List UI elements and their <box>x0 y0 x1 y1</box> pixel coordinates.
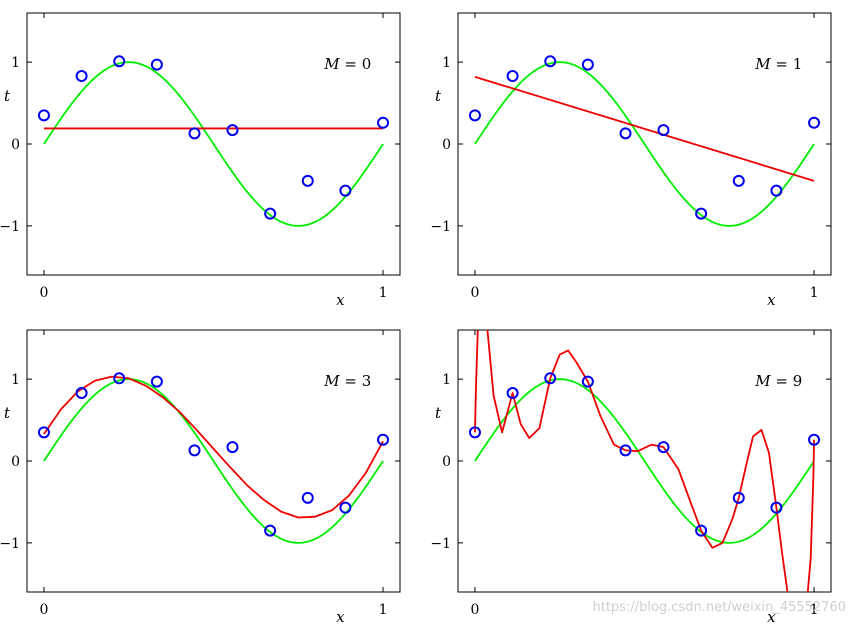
y-axis-label: t <box>435 87 442 105</box>
panel-m1: −1 0 1 0 1 x t M = 1 <box>430 12 832 309</box>
panel-m0: −1 0 1 0 1 x t M = 0 <box>0 12 401 309</box>
x-tick-label: 0 <box>39 285 48 301</box>
true-curve-line <box>474 378 815 544</box>
watermark: https://blog.csdn.net/weixin_45552760 <box>592 600 846 615</box>
plot-area <box>43 61 384 227</box>
data-point <box>770 501 783 514</box>
data-point <box>377 116 390 129</box>
x-tick-label: 1 <box>379 602 388 618</box>
data-point <box>301 174 314 187</box>
data-point <box>150 375 163 388</box>
data-point <box>619 444 632 457</box>
panel-m9: −1 0 1 0 1 x t M = 9 <box>430 329 832 625</box>
data-point <box>188 127 201 140</box>
true-curve-line <box>43 378 384 544</box>
x-tick-label: 1 <box>810 602 819 618</box>
fitted-curve-line <box>43 375 384 519</box>
plot-area <box>474 61 815 227</box>
data-point <box>695 524 708 537</box>
model-order-label: M = 0 <box>323 55 371 73</box>
fitted-curve-line <box>474 330 815 592</box>
data-point <box>695 207 708 220</box>
data-point <box>113 372 126 385</box>
data-point <box>339 501 352 514</box>
data-point <box>150 58 163 71</box>
y-axis-label: t <box>4 404 11 422</box>
x-axis-label: x <box>767 291 776 309</box>
data-point <box>732 174 745 187</box>
x-axis-label: x <box>767 608 776 625</box>
data-point <box>468 109 481 122</box>
data-point <box>506 387 519 400</box>
y-tick-label: 1 <box>442 55 451 71</box>
x-tick-label: 0 <box>470 602 479 618</box>
data-point <box>264 207 277 220</box>
y-tick-label: 1 <box>442 372 451 388</box>
data-point <box>75 70 88 83</box>
y-axis-label: t <box>435 404 442 422</box>
model-order-label: M = 9 <box>754 372 802 390</box>
x-axis-label: x <box>336 291 345 309</box>
data-point <box>113 55 126 68</box>
data-point <box>301 491 314 504</box>
data-point <box>657 441 670 454</box>
data-point <box>468 426 481 439</box>
y-tick-label: −1 <box>0 536 20 552</box>
y-tick-label: 0 <box>11 137 20 153</box>
model-order-label: M = 1 <box>754 55 802 73</box>
true-curve-line <box>474 61 815 227</box>
plot-area <box>474 330 815 592</box>
model-order-label: M = 3 <box>323 372 371 390</box>
data-point <box>732 491 745 504</box>
x-tick-label: 1 <box>379 285 388 301</box>
data-point <box>657 124 670 137</box>
y-tick-label: 0 <box>442 137 451 153</box>
data-point <box>581 58 594 71</box>
data-point <box>264 524 277 537</box>
panel-m3: −1 0 1 0 1 x t M = 3 <box>0 329 401 625</box>
data-point <box>377 433 390 446</box>
data-point <box>37 109 50 122</box>
data-point <box>544 372 557 385</box>
x-axis-label: x <box>336 608 345 625</box>
data-point <box>75 387 88 400</box>
data-point <box>339 184 352 197</box>
y-tick-label: 0 <box>442 454 451 470</box>
x-tick-label: 1 <box>810 285 819 301</box>
data-point <box>188 444 201 457</box>
x-tick-label: 0 <box>39 602 48 618</box>
y-tick-label: −1 <box>430 536 451 552</box>
y-tick-label: 1 <box>11 55 20 71</box>
data-point <box>808 116 821 129</box>
data-point <box>619 127 632 140</box>
y-axis-label: t <box>4 87 11 105</box>
data-point <box>808 433 821 446</box>
data-point <box>506 70 519 83</box>
data-point <box>581 375 594 388</box>
y-tick-label: 1 <box>11 372 20 388</box>
data-point <box>226 124 239 137</box>
y-tick-label: −1 <box>430 219 451 235</box>
fitted-curve-line <box>474 75 815 182</box>
y-tick-label: −1 <box>0 219 20 235</box>
data-point <box>226 441 239 454</box>
true-curve-line <box>43 61 384 227</box>
data-point <box>37 426 50 439</box>
plot-area <box>43 375 384 544</box>
data-point <box>770 184 783 197</box>
x-tick-label: 0 <box>470 285 479 301</box>
y-tick-label: 0 <box>11 454 20 470</box>
data-point <box>544 55 557 68</box>
